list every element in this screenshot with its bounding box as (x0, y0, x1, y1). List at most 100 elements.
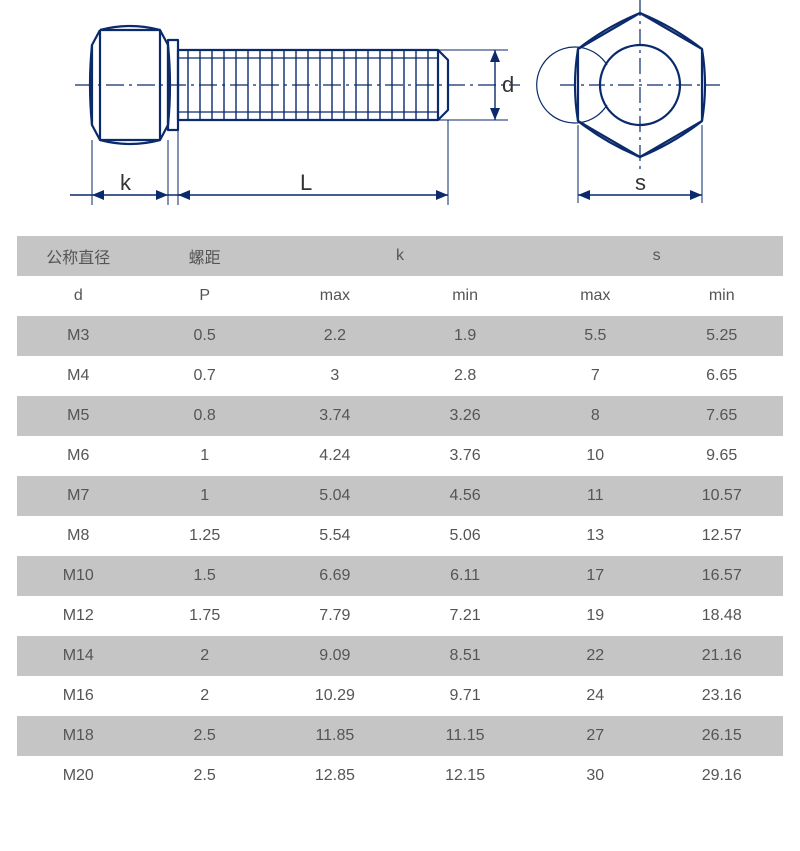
table-cell: 6.65 (660, 356, 783, 396)
table-cell: 11 (530, 476, 660, 516)
table-cell: 10.57 (660, 476, 783, 516)
table-cell: 18.48 (660, 596, 783, 636)
col-k-min: min (400, 276, 530, 316)
spec-table-container: 公称直径 螺距 k s d P max min max min M30.52.2… (17, 236, 783, 796)
table-cell: 22 (530, 636, 660, 676)
table-cell: 1.5 (140, 556, 270, 596)
table-cell: 19 (530, 596, 660, 636)
table-cell: 7.21 (400, 596, 530, 636)
table-cell: 7 (530, 356, 660, 396)
table-cell: 4.24 (270, 436, 400, 476)
col-s-max: max (530, 276, 660, 316)
table-cell: 23.16 (660, 676, 783, 716)
table-cell: 5.25 (660, 316, 783, 356)
table-cell: 30 (530, 756, 660, 796)
table-cell: 17 (530, 556, 660, 596)
table-cell: 1.9 (400, 316, 530, 356)
table-cell: 0.5 (140, 316, 270, 356)
table-cell: 13 (530, 516, 660, 556)
dim-label-s: s (635, 170, 646, 195)
table-cell: 3 (270, 356, 400, 396)
table-cell: 12.85 (270, 756, 400, 796)
table-cell: 7.79 (270, 596, 400, 636)
table-body: M30.52.21.95.55.25M40.732.876.65M50.83.7… (17, 316, 783, 796)
col-k-max: max (270, 276, 400, 316)
table-cell: 10.29 (270, 676, 400, 716)
col-P: P (140, 276, 270, 316)
table-cell: 10 (530, 436, 660, 476)
table-cell: 5.04 (270, 476, 400, 516)
table-cell: 29.16 (660, 756, 783, 796)
table-cell: 2.2 (270, 316, 400, 356)
table-row: M202.512.8512.153029.16 (17, 756, 783, 796)
table-row: M30.52.21.95.55.25 (17, 316, 783, 356)
table-cell: 12.15 (400, 756, 530, 796)
table-cell: 2.8 (400, 356, 530, 396)
table-row: M1429.098.512221.16 (17, 636, 783, 676)
table-cell: 21.16 (660, 636, 783, 676)
table-row: M40.732.876.65 (17, 356, 783, 396)
table-cell: 1 (140, 476, 270, 516)
table-cell: 3.26 (400, 396, 530, 436)
table-cell: M7 (17, 476, 140, 516)
table-cell: M4 (17, 356, 140, 396)
table-cell: 27 (530, 716, 660, 756)
table-cell: 6.11 (400, 556, 530, 596)
table-cell: 12.57 (660, 516, 783, 556)
table-cell: 8 (530, 396, 660, 436)
table-cell: 9.65 (660, 436, 783, 476)
table-cell: 5.5 (530, 316, 660, 356)
table-row: M715.044.561110.57 (17, 476, 783, 516)
col-nominal-dia: 公称直径 (17, 236, 140, 276)
table-cell: 2 (140, 676, 270, 716)
table-cell: M6 (17, 436, 140, 476)
table-row: M182.511.8511.152726.15 (17, 716, 783, 756)
table-header-row-2: d P max min max min (17, 276, 783, 316)
table-cell: 9.71 (400, 676, 530, 716)
table-cell: 1.25 (140, 516, 270, 556)
table-cell: 24 (530, 676, 660, 716)
table-row: M614.243.76109.65 (17, 436, 783, 476)
table-cell: 9.09 (270, 636, 400, 676)
dim-label-L: L (300, 170, 312, 195)
table-cell: 16.57 (660, 556, 783, 596)
table-cell: 3.76 (400, 436, 530, 476)
col-k: k (270, 236, 530, 276)
table-cell: 0.8 (140, 396, 270, 436)
table-cell: M8 (17, 516, 140, 556)
spec-table: 公称直径 螺距 k s d P max min max min M30.52.2… (17, 236, 783, 796)
dim-label-d: d (502, 72, 514, 97)
table-cell: 1 (140, 436, 270, 476)
table-cell: 4.56 (400, 476, 530, 516)
table-cell: M14 (17, 636, 140, 676)
table-cell: M3 (17, 316, 140, 356)
table-row: M50.83.743.2687.65 (17, 396, 783, 436)
table-row: M101.56.696.111716.57 (17, 556, 783, 596)
table-cell: M12 (17, 596, 140, 636)
table-row: M81.255.545.061312.57 (17, 516, 783, 556)
table-row: M16210.299.712423.16 (17, 676, 783, 716)
table-cell: 2.5 (140, 716, 270, 756)
table-cell: 3.74 (270, 396, 400, 436)
table-cell: 1.75 (140, 596, 270, 636)
table-cell: M20 (17, 756, 140, 796)
table-cell: M5 (17, 396, 140, 436)
table-cell: 6.69 (270, 556, 400, 596)
table-row: M121.757.797.211918.48 (17, 596, 783, 636)
table-cell: 5.54 (270, 516, 400, 556)
table-cell: 2 (140, 636, 270, 676)
table-cell: 11.85 (270, 716, 400, 756)
table-cell: 5.06 (400, 516, 530, 556)
dim-label-k: k (120, 170, 132, 195)
table-cell: 2.5 (140, 756, 270, 796)
table-cell: 26.15 (660, 716, 783, 756)
table-cell: M16 (17, 676, 140, 716)
col-s: s (530, 236, 783, 276)
table-cell: M10 (17, 556, 140, 596)
table-cell: 0.7 (140, 356, 270, 396)
col-pitch: 螺距 (140, 236, 270, 276)
col-s-min: min (660, 276, 783, 316)
table-cell: 7.65 (660, 396, 783, 436)
table-cell: M18 (17, 716, 140, 756)
col-d: d (17, 276, 140, 316)
